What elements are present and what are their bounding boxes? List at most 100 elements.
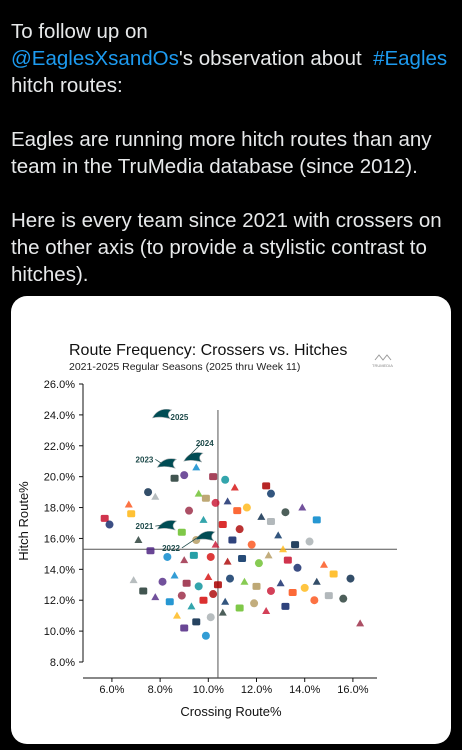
team-logo-point xyxy=(189,551,198,559)
team-logo-point xyxy=(247,540,256,549)
scatter-chart: Route Frequency: Crossers vs. Hitches 20… xyxy=(16,342,397,719)
y-tick-label: 10.0% xyxy=(44,626,75,638)
team-logo-point xyxy=(124,500,133,508)
team-logo-point xyxy=(266,489,275,498)
x-tick-label: 6.0% xyxy=(99,684,124,696)
media-image[interactable]: Route Frequency: Crossers vs. Hitches 20… xyxy=(11,296,451,744)
y-tick-label: 16.0% xyxy=(44,533,75,545)
mention-link[interactable]: @EaglesXsandOs xyxy=(11,47,179,70)
eagles-point: 2025 xyxy=(151,408,189,422)
y-tick-label: 22.0% xyxy=(44,441,75,453)
team-logo-point xyxy=(281,508,290,517)
team-logo-point xyxy=(192,463,201,471)
team-logo-point xyxy=(283,556,292,564)
team-logo-point xyxy=(177,591,186,600)
team-logo-point xyxy=(163,552,172,561)
team-logo-point xyxy=(233,507,242,515)
eagles-logo-icon xyxy=(183,452,204,463)
team-logo-point xyxy=(180,556,189,564)
team-logo-point xyxy=(201,494,210,502)
team-logo-point xyxy=(177,528,186,536)
team-logo-point xyxy=(127,510,136,518)
team-logo-point xyxy=(201,631,210,640)
tweet-text: To follow up on @EaglesXsandOs's observa… xyxy=(11,18,451,288)
y-tick-label: 18.0% xyxy=(44,503,75,515)
team-logo-point xyxy=(226,574,234,583)
team-logo-point xyxy=(235,604,244,612)
x-tick-label: 16.0% xyxy=(337,684,368,696)
eagles-logo-icon xyxy=(156,520,178,531)
team-logo-point xyxy=(288,589,297,596)
x-tick-label: 10.0% xyxy=(193,684,224,696)
team-logo-point xyxy=(240,577,249,585)
eagles-highlights: 2025 2024 2023 2021 2022 xyxy=(136,408,216,553)
team-logo-point xyxy=(257,512,266,520)
eagles-season-label: 2021 xyxy=(136,522,154,531)
team-logo-point xyxy=(291,541,300,549)
x-axis-title: Crossing Route% xyxy=(180,704,282,719)
team-logo-point xyxy=(204,573,213,581)
team-logo-point xyxy=(151,492,160,500)
team-logo-point xyxy=(213,581,222,589)
chart-subtitle: 2021-2025 Regular Seasons (2025 thru Wee… xyxy=(69,361,300,373)
team-logo-point xyxy=(252,582,261,590)
team-logo-point xyxy=(146,547,155,555)
team-logo-point xyxy=(235,525,244,534)
team-logo-point xyxy=(223,497,232,505)
x-tick-label: 12.0% xyxy=(241,684,272,696)
tweet-text-segment: 's observation about xyxy=(178,47,374,70)
team-logo-point xyxy=(170,571,179,579)
tweet-paragraph-3: Here is every team since 2021 with cross… xyxy=(11,209,442,286)
team-logo-point xyxy=(192,618,201,626)
team-logo-point xyxy=(100,514,109,522)
team-logo-point xyxy=(194,582,203,591)
eagles-logo-icon xyxy=(151,408,173,420)
annotation-arrow xyxy=(155,524,162,527)
team-logo-point xyxy=(293,563,302,572)
team-logo-point xyxy=(139,587,148,595)
team-logo-point xyxy=(158,577,167,586)
team-logo-point xyxy=(250,599,259,608)
y-tick-label: 20.0% xyxy=(44,472,75,484)
team-logo-point xyxy=(211,540,220,548)
team-logo-point xyxy=(209,590,218,599)
team-logo-point xyxy=(356,619,365,627)
team-logo-point xyxy=(199,515,208,523)
team-logo-point xyxy=(134,535,143,543)
team-logo-point xyxy=(209,473,218,481)
team-logo-point xyxy=(199,596,208,604)
team-logo-point xyxy=(238,555,247,563)
team-logo-point xyxy=(312,516,321,524)
team-logo-point xyxy=(319,560,328,568)
team-logo-point xyxy=(310,596,319,605)
eagles-point: 2023 xyxy=(136,455,178,469)
team-logo-point xyxy=(194,489,203,497)
team-logo-point xyxy=(305,537,314,546)
team-logo-point xyxy=(228,536,237,544)
team-logo-point xyxy=(151,593,160,601)
y-tick-label: 12.0% xyxy=(44,595,75,607)
reference-lines xyxy=(83,410,397,678)
team-logo-point xyxy=(324,592,333,600)
hashtag-link[interactable]: #Eagles xyxy=(373,47,448,70)
team-logo-point xyxy=(262,482,271,490)
trumedia-logo: TRUMEDIA xyxy=(372,354,393,368)
team-logo-point xyxy=(221,475,230,484)
eagles-logo-icon xyxy=(156,458,178,469)
team-logo-point xyxy=(230,483,239,491)
svg-text:TRUMEDIA: TRUMEDIA xyxy=(372,363,393,368)
team-logo-point xyxy=(339,594,348,603)
team-logo-point xyxy=(242,503,251,512)
team-logo-point xyxy=(180,624,189,632)
annotation-arrow xyxy=(187,442,203,458)
eagles-point: 2024 xyxy=(183,439,214,463)
y-tick-label: 14.0% xyxy=(44,564,75,576)
team-logo-point xyxy=(329,570,338,578)
team-logo-point xyxy=(266,517,275,525)
team-logo-point xyxy=(129,576,138,584)
chart-axes: 8.0% 10.0% 12.0% 14.0% 16.0% 18.0% 20.0% 22.0% 2… xyxy=(44,379,377,696)
annotation-arrow xyxy=(155,458,162,464)
team-logo-point xyxy=(182,579,191,587)
annotation-arrow xyxy=(181,535,201,549)
team-logo-point xyxy=(144,488,153,497)
